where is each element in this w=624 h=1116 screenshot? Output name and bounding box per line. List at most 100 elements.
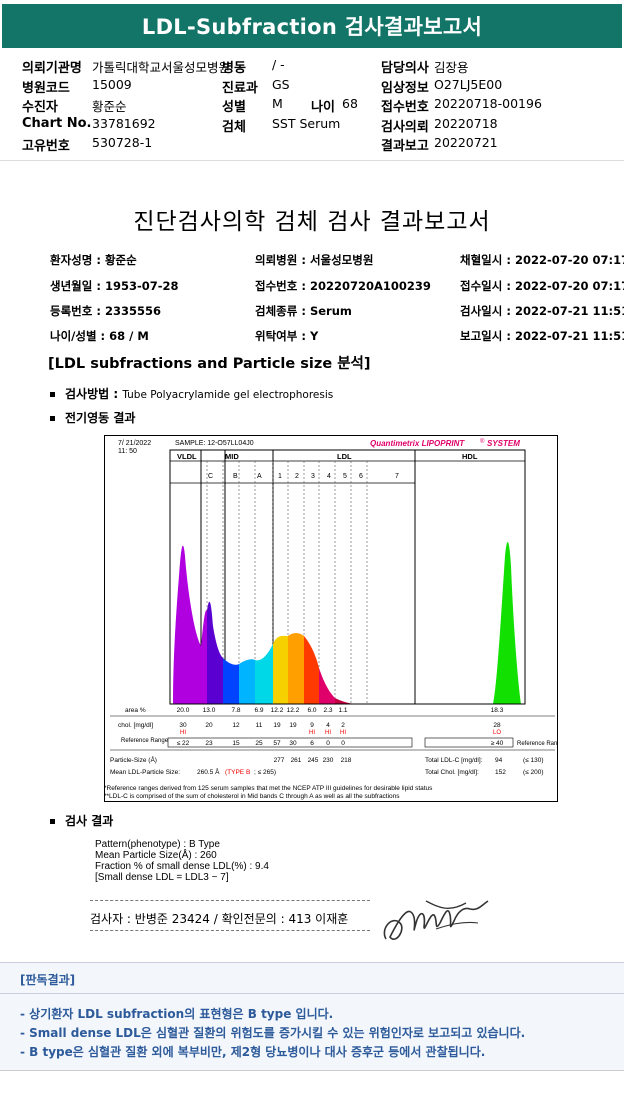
area-value: 20.0 xyxy=(177,707,190,714)
info-label: 생년월일 xyxy=(50,279,93,293)
info-label: 나이/성별 xyxy=(50,329,97,343)
ldl-band-label: 1 xyxy=(278,473,282,480)
ref-value: 30 xyxy=(289,740,297,747)
ref-label-right: Reference Range xyxy=(517,741,557,747)
mid-a-band xyxy=(239,659,255,704)
info-value: 2022-07-21 11:51 xyxy=(514,329,624,343)
particle-size-value: 230 xyxy=(323,757,334,764)
risk-flag: HI xyxy=(340,730,346,736)
region-label: VLDL xyxy=(177,452,197,461)
verdict-line: - B type은 심혈관 질환 외에 복부비만, 제2형 당뇨병이나 대사 증… xyxy=(20,1045,486,1059)
chol-value: 20 xyxy=(205,722,213,729)
result-label: 검사 결과 xyxy=(65,814,114,828)
area-value: 1.1 xyxy=(338,707,347,714)
ldl-band-3 xyxy=(304,636,319,704)
result-heading: 검사 결과 xyxy=(50,812,113,829)
particle-size-value: 261 xyxy=(291,757,302,764)
hdl-peak xyxy=(493,542,521,704)
mean-size-label: Mean LDL-Particle Size: xyxy=(110,769,180,776)
report-main-title: 진단검사의학 검체 검사 결과보고서 xyxy=(133,209,491,235)
chart-brand-suffix: SYSTEM xyxy=(487,439,520,448)
risk-flag: HI xyxy=(180,730,186,736)
field-value: 김장용 xyxy=(434,60,469,75)
area-value: 13.0 xyxy=(203,707,216,714)
chol-value: 9 xyxy=(310,722,314,729)
mid-band-label: B xyxy=(233,473,238,480)
area-value: 6.9 xyxy=(254,707,263,714)
mid-c-band xyxy=(207,601,223,704)
region-label: HDL xyxy=(462,452,478,461)
field-label: 고유번호 xyxy=(22,139,70,154)
info-label: 보고일시 xyxy=(460,329,503,343)
method-value: Tube Polyacrylamide gel electrophoresis xyxy=(122,389,334,401)
ref-value: 25 xyxy=(255,740,263,747)
ref-value: 23 xyxy=(205,740,213,747)
signer-line: 검사자 : 반병준 23424 / 확인전문의 : 413 이재훈 xyxy=(90,912,349,926)
field-value: 530728-1 xyxy=(92,135,153,150)
mean-size-ref: ; ≤ 265) xyxy=(254,769,276,776)
field-value: / - xyxy=(272,57,285,72)
chol-value: 28 xyxy=(493,722,501,729)
total-ldl-ref: (≤ 130) xyxy=(523,757,544,764)
ldl-band-1 xyxy=(273,635,288,704)
ldl-band-label: 6 xyxy=(359,473,363,480)
particle-size-value: 218 xyxy=(341,757,352,764)
info-label: 채혈일시 xyxy=(460,253,503,267)
field-value: M xyxy=(272,96,283,111)
field-label: 검체 xyxy=(222,120,246,135)
bullet-icon xyxy=(50,416,55,421)
mid-band-label: A xyxy=(257,473,262,480)
chol-value: 12 xyxy=(232,722,240,729)
chart-date: 7/ 21/2022 xyxy=(118,440,151,447)
info-value: 68 / M xyxy=(109,329,149,343)
electro-label: 전기영동 결과 xyxy=(65,411,136,425)
mean-size-type: (TYPE B xyxy=(225,769,250,776)
total-ldl-value: 94 xyxy=(495,757,503,764)
ldl-band-label: 7 xyxy=(395,473,399,480)
signature-image xyxy=(383,900,489,940)
field-label: 수진자 xyxy=(22,100,58,115)
field-value: 가톨릭대학교서울성모병원 xyxy=(92,60,231,75)
field-label: 접수번호 xyxy=(381,100,429,115)
divider xyxy=(0,160,624,161)
bottom-divider xyxy=(0,1070,624,1071)
area-value: 6.0 xyxy=(307,707,316,714)
ldl-band-label: 3 xyxy=(311,473,315,480)
info-value: 2022-07-21 11:51 xyxy=(514,304,624,318)
info-label: 검체종류 xyxy=(255,304,298,318)
total-chol-ref: (≤ 200) xyxy=(523,769,544,776)
field-value: O27LJ5E00 xyxy=(434,77,503,92)
verdict-divider xyxy=(0,993,624,994)
mid-b-band xyxy=(223,658,239,704)
field-value: GS xyxy=(272,77,290,92)
verdict-line: - Small dense LDL은 심혈관 질환의 위험도를 증가시킬 수 있… xyxy=(20,1026,526,1040)
field-value: SST Serum xyxy=(272,116,341,131)
info-value: 2022-07-20 07:17 xyxy=(514,253,624,267)
info-value: 1953-07-28 xyxy=(104,279,179,293)
result-box: Pattern(phenotype) : B Type Mean Particl… xyxy=(95,839,269,883)
ref-box xyxy=(167,737,413,748)
info-label: 등록번호 xyxy=(50,304,93,318)
chol-value: 2 xyxy=(341,722,345,729)
region-label: LDL xyxy=(337,452,352,461)
sign-line-top xyxy=(90,900,370,901)
total-ldl-label: Total LDL-C [mg/dl]: xyxy=(425,757,483,764)
area-label: area % xyxy=(125,707,146,714)
ldl-band-5 xyxy=(335,698,355,704)
ref-label: Reference Range xyxy=(121,738,169,744)
vldl-tail xyxy=(201,610,207,704)
verdict-panel: [판독결과] - 상기환자 LDL subfraction의 표현형은 B ty… xyxy=(0,962,624,1070)
report-title: LDL-Subfraction 검사결과보고서 xyxy=(141,15,483,39)
area-value: 2.3 xyxy=(323,707,332,714)
info-label: 검사일시 xyxy=(460,304,503,318)
info-label: 접수일시 xyxy=(460,279,503,293)
ldl-band-label: 2 xyxy=(295,473,299,480)
bullet-icon xyxy=(50,392,55,397)
field-label: 임상정보 xyxy=(381,81,429,96)
method-line: 검사방법 : Tube Polyacrylamide gel electroph… xyxy=(50,385,333,402)
ref-value: ≥ 40 xyxy=(491,740,504,747)
chol-label: chol. [mg/dl] xyxy=(118,722,153,729)
vldl-peak xyxy=(173,545,201,704)
chart-brand: Quantimetrix LIPOPRINT xyxy=(370,439,465,448)
